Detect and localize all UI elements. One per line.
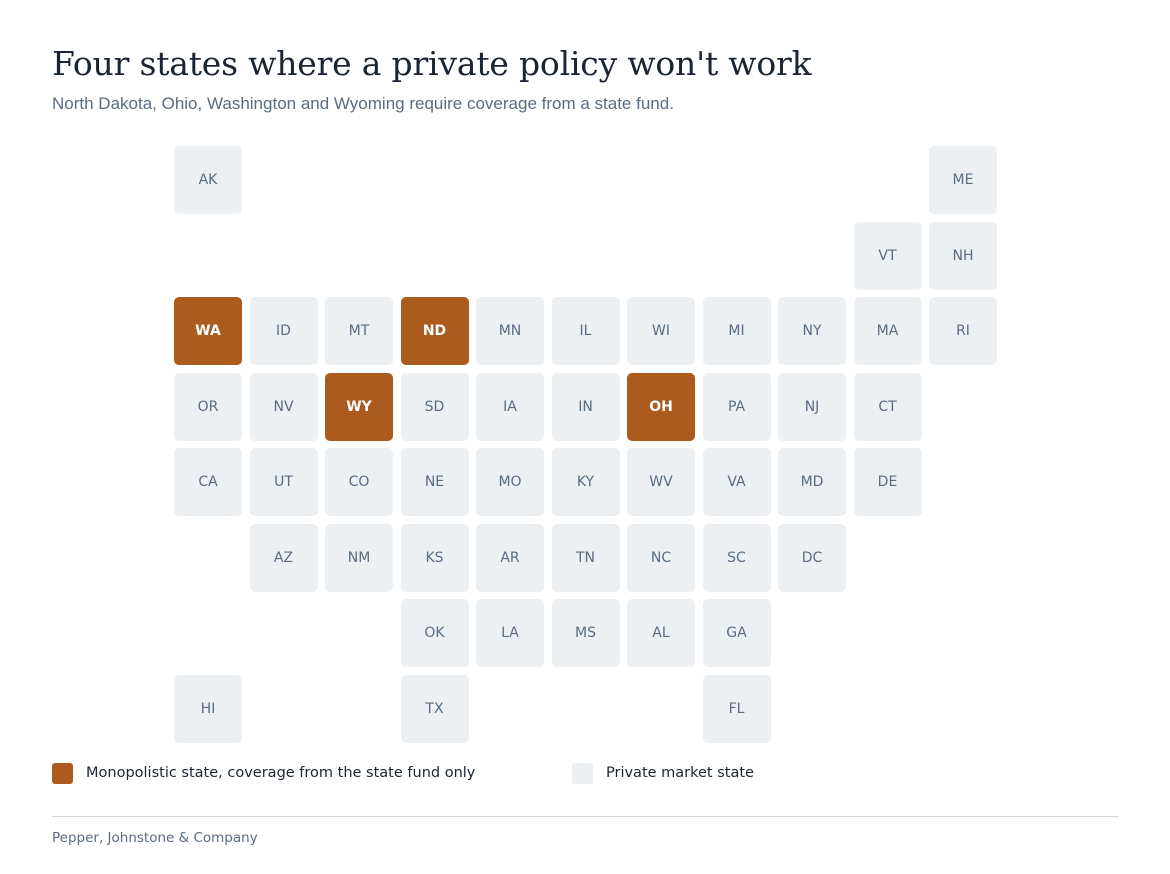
state-tile-nm: NM: [325, 523, 393, 592]
state-tile-ct: CT: [853, 372, 922, 441]
page-subtitle: North Dakota, Ohio, Washington and Wyomi…: [52, 94, 674, 113]
state-tile-wi: WI: [627, 297, 695, 365]
legend-private-label: Private market state: [606, 765, 754, 781]
legend-private-swatch: [572, 762, 593, 784]
state-tile-tn: TN: [551, 523, 620, 592]
page-title: Four states where a private policy won't…: [52, 44, 812, 83]
state-tile-sc: SC: [702, 523, 771, 592]
state-tile-nh: NH: [929, 221, 997, 290]
state-tile-sd: SD: [400, 372, 469, 441]
state-tile-ak: AK: [174, 146, 242, 214]
state-tile-vt: VT: [853, 221, 922, 290]
state-tile-ok: OK: [400, 599, 469, 667]
state-tile-me: ME: [929, 146, 997, 214]
state-tile-mo: MO: [476, 448, 544, 516]
state-tile-id: ID: [249, 297, 318, 365]
legend-monopolistic-swatch: [52, 762, 73, 784]
state-tile-wv: WV: [627, 448, 695, 516]
state-tile-ia: IA: [476, 372, 544, 441]
state-tile-ky: KY: [551, 448, 620, 516]
state-tile-nv: NV: [249, 372, 318, 441]
state-tile-va: VA: [702, 448, 771, 516]
legend-monopolistic-label: Monopolistic state, coverage from the st…: [86, 765, 476, 781]
state-tile-mt: MT: [325, 297, 393, 365]
state-tile-nc: NC: [627, 523, 695, 592]
state-tile-pa: PA: [702, 372, 771, 441]
state-tile-ma: MA: [853, 297, 922, 365]
state-tile-la: LA: [476, 599, 544, 667]
state-tile-ri: RI: [929, 297, 997, 365]
state-tile-al: AL: [627, 599, 695, 667]
state-tile-il: IL: [551, 297, 620, 365]
state-tile-de: DE: [853, 448, 922, 516]
state-tile-az: AZ: [249, 523, 318, 592]
legend-private: Private market state: [572, 762, 754, 784]
state-tile-nd: ND: [400, 297, 469, 365]
state-tile-oh: OH: [627, 372, 695, 441]
state-tile-md: MD: [778, 448, 846, 516]
state-tile-fl: FL: [702, 674, 771, 743]
state-tile-wy: WY: [325, 372, 393, 441]
state-tile-tx: TX: [400, 674, 469, 743]
state-tile-ar: AR: [476, 523, 544, 592]
state-tile-dc: DC: [778, 523, 846, 592]
state-tile-ms: MS: [551, 599, 620, 667]
state-tile-ny: NY: [778, 297, 846, 365]
footer-divider: [52, 816, 1119, 817]
state-tile-mi: MI: [702, 297, 771, 365]
state-tile-ga: GA: [702, 599, 771, 667]
state-tile-in: IN: [551, 372, 620, 441]
state-tile-nj: NJ: [778, 372, 846, 441]
state-tile-mn: MN: [476, 297, 544, 365]
state-tile-ca: CA: [174, 448, 242, 516]
state-tile-ks: KS: [400, 523, 469, 592]
state-tile-hi: HI: [174, 674, 242, 743]
state-tile-map: AK ME VT NH WA ID MT ND MN IL WI MI NY MA RI OR NV WY SD IA…: [174, 146, 997, 743]
legend-monopolistic: Monopolistic state, coverage from the st…: [52, 762, 475, 784]
source-credit: Pepper, Johnstone & Company: [52, 830, 258, 846]
state-tile-ut: UT: [249, 448, 318, 516]
state-tile-wa: WA: [174, 297, 242, 365]
state-tile-co: CO: [325, 448, 393, 516]
state-tile-ne: NE: [400, 448, 469, 516]
state-tile-or: OR: [174, 372, 242, 441]
